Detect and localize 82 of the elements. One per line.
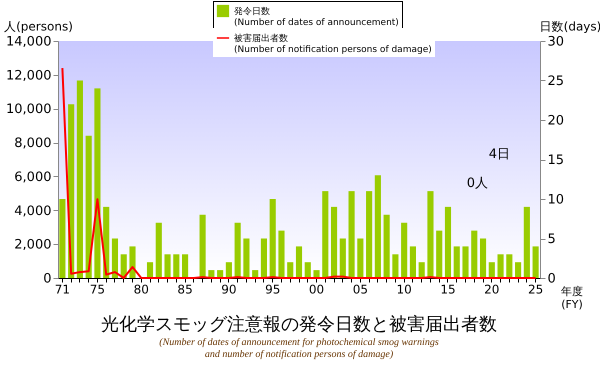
y2-tick-label: 10 [548,192,564,208]
bar [86,136,92,278]
y-tick-label: 12,000 [6,68,52,84]
bar [59,199,66,278]
bar [357,238,364,278]
y2-tick-label: 30 [548,34,564,50]
bar [330,206,338,278]
bar [112,238,118,278]
x-axis-title: 年度 (FY) [561,285,583,311]
x-tick-label: 10 [396,282,412,296]
legend-label: 被害届出者数 (Number of notification persons of damage) [234,33,432,55]
bar [410,246,416,278]
x-tick-label: 25 [528,282,544,296]
legend-label: 発令日数 (Number of dates of announcement) [234,6,399,28]
x-tick-label: 05 [352,282,368,296]
y2-tick-label: 5 [548,232,556,247]
bar [436,230,442,278]
bar [374,175,381,278]
bar [287,262,294,278]
bar [156,222,162,278]
bar [340,238,346,278]
y-tick-label: 14,000 [6,34,52,50]
bar [427,191,434,278]
y-tick-label: 2,000 [14,238,52,253]
bar [497,254,504,278]
bar [444,206,452,278]
x-tick-label: 95 [265,282,280,296]
bar [418,262,425,278]
bar [524,206,530,278]
text: (Number of dates of announcement for photochemical smog warnings and number of notification persons of damage) [159,337,439,360]
y-axis-title: 人(persons) [4,20,73,34]
annotation: 0人 [466,176,488,191]
text: 光化学スモッグ注意報の発令日数と被害届出者数 [101,314,497,335]
bar [348,191,355,278]
bar [366,191,372,278]
bar [506,254,512,278]
y-tick-label: 0 [43,272,52,286]
bar [471,230,478,278]
y2-tick-label: 0 [548,272,556,286]
x-tick-label: 20 [484,282,500,296]
bar [182,254,188,278]
bar [515,262,522,278]
x-tick-label: 85 [177,282,193,296]
bar [392,254,398,278]
bar [146,262,154,278]
bar [243,238,250,278]
y2-tick-label: 25 [548,74,564,89]
annotation: 4日 [488,147,510,162]
bar [304,262,311,278]
bar [270,199,276,278]
bar [94,88,101,278]
bar [164,254,171,278]
bar [226,262,232,278]
bar [532,246,539,278]
bar [384,214,390,278]
bar [322,191,328,278]
x-tick-label: 00 [308,282,324,296]
bar [401,222,408,278]
x-tick-label: 80 [134,282,149,296]
y2-tick-label: 15 [548,153,564,168]
y2-tick-label: 20 [548,114,564,128]
y-tick-label: 10,000 [6,102,52,118]
x-tick-label: 71 [54,282,70,296]
y-tick-label: 4,000 [14,204,52,219]
x-tick-label: 75 [90,282,106,296]
y-tick-label: 6,000 [14,170,52,185]
bar [480,238,486,278]
bar [278,230,285,278]
bar [260,238,268,278]
y-tick-label: 8,000 [14,136,52,152]
bar [454,246,460,278]
bar [76,80,83,278]
bar [173,254,180,278]
x-tick-label: 15 [440,282,456,296]
bar [462,246,469,278]
x-tick-label: 90 [221,282,237,296]
bar [488,262,495,278]
y2-axis-title: 日数(days) [540,20,600,34]
bar [234,222,241,278]
bar [200,214,206,278]
bar [296,246,302,278]
line-series [61,67,537,279]
